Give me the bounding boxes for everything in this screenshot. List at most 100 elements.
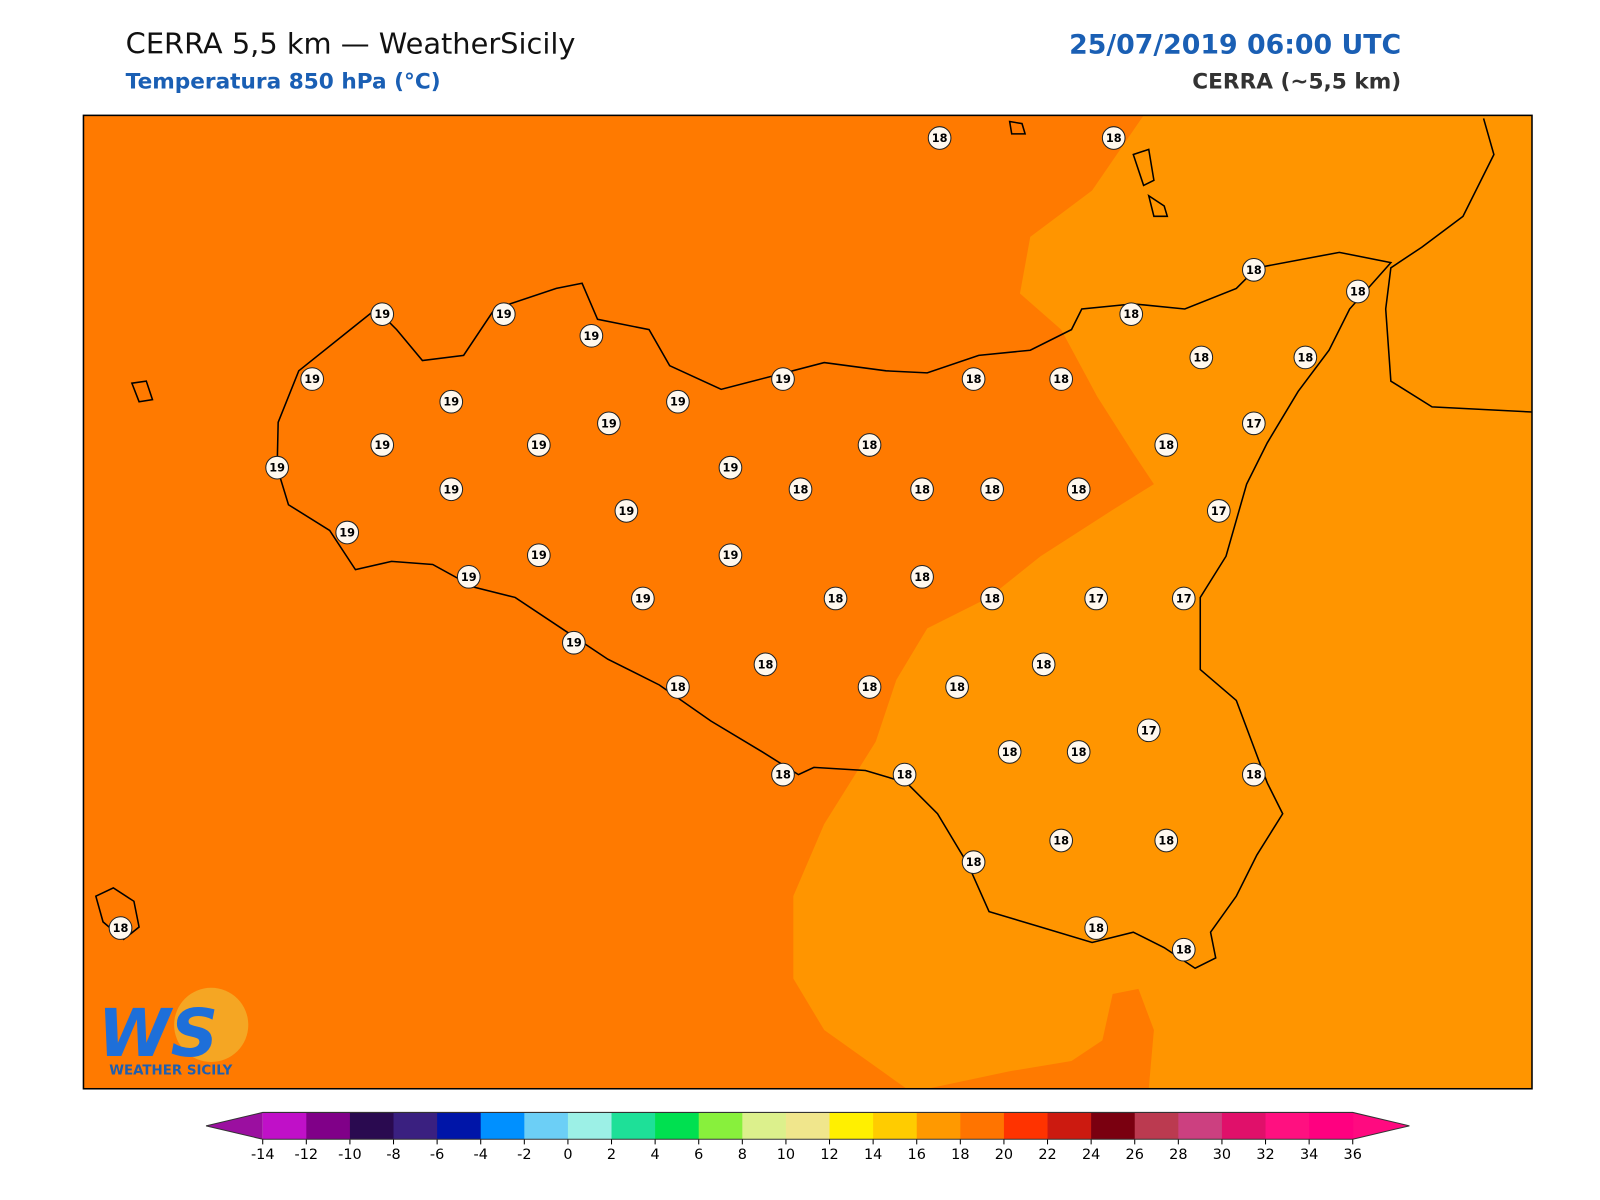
point-value: 19: [374, 307, 390, 321]
point-marker: [1154, 828, 1179, 853]
field-warm-band: [793, 115, 1533, 1089]
point-marker: [370, 302, 395, 327]
colorbar-segment: [262, 1112, 307, 1140]
colorbar-tick-label: 16: [908, 1147, 926, 1163]
point-marker: [1084, 586, 1109, 611]
point-value: 19: [531, 548, 547, 562]
colorbar-tick-label: 18: [951, 1147, 969, 1163]
point-marker: [666, 389, 690, 414]
point-marker: [1241, 411, 1266, 436]
logo-mark: WS: [98, 995, 218, 1072]
point-value: 18: [1297, 350, 1313, 364]
logo-text: WEATHER SICILY: [109, 1063, 232, 1078]
colorbar-tick-label: 36: [1344, 1147, 1362, 1163]
point-marker: [788, 477, 813, 502]
point-value: 19: [723, 548, 739, 562]
point-value: 18: [1158, 438, 1174, 452]
point-value: 19: [374, 438, 390, 452]
point-marker: [980, 586, 1004, 611]
point-value: 19: [496, 307, 512, 321]
colorbar-segment: [916, 1112, 961, 1140]
colorbar-segment: [1091, 1112, 1136, 1140]
point-value: 18: [1176, 943, 1192, 957]
point-marker: [997, 740, 1022, 764]
model-label: CERRA (~5,5 km): [1192, 70, 1401, 95]
colorbar-segment: [873, 1112, 918, 1140]
point-marker: [1136, 718, 1161, 743]
point-value: 19: [635, 591, 651, 605]
point-value: 18: [1053, 372, 1069, 386]
point-value: 18: [775, 768, 791, 782]
point-marker: [945, 675, 969, 699]
point-value: 18: [966, 372, 982, 386]
point-marker: [961, 367, 986, 391]
point-value: 18: [949, 680, 965, 694]
point-value: 19: [601, 416, 617, 430]
point-value: 19: [670, 395, 686, 409]
point-value: 18: [862, 680, 878, 694]
point-value: 17: [1246, 416, 1262, 430]
logo: WS WEATHER SICILY: [98, 987, 249, 1078]
colorbar-tick-label: 32: [1256, 1147, 1274, 1163]
point-value: 19: [566, 636, 582, 650]
colorbar-tick-label: 2: [607, 1147, 616, 1163]
colorbar-outline: [205, 1111, 1410, 1140]
point-marker: [439, 389, 464, 414]
point-value: 19: [339, 526, 355, 540]
colorbar-segment: [1221, 1112, 1267, 1140]
point-value: 18: [793, 482, 809, 496]
point-value: 18: [1036, 657, 1052, 671]
point-marker: [1066, 477, 1091, 502]
point-value: 19: [461, 570, 477, 584]
islands: [94, 120, 1169, 941]
colorbar-segment: [655, 1112, 700, 1140]
point-marker: [857, 433, 882, 457]
point-marker: [1031, 652, 1056, 677]
point-value: 18: [758, 657, 774, 671]
point-value: 18: [914, 570, 930, 584]
colorbar-tick-label: 28: [1169, 1147, 1187, 1163]
colorbar-over: [1352, 1112, 1410, 1140]
point-value: 18: [984, 482, 1000, 496]
colorbar-tick-label: 30: [1213, 1147, 1231, 1163]
point-value: 18: [932, 131, 948, 145]
point-marker: [370, 433, 395, 457]
point-value: 18: [1071, 745, 1087, 759]
colorbar-segment: [611, 1112, 656, 1140]
map-frame: [82, 114, 1533, 1090]
colorbar-tick-label: 10: [777, 1147, 795, 1163]
colorbar-tick-label: 6: [694, 1147, 703, 1163]
colorbar-segment: [1309, 1112, 1354, 1140]
point-labels: 18 18 19 19 19 18 18 18 19 19 19 19 18 18 18 18 19 19 19 18…: [108, 126, 1370, 962]
colorbar-segment: [524, 1112, 569, 1140]
colorbar-tick-label: 14: [864, 1147, 882, 1163]
point-value: 18: [1106, 131, 1122, 145]
point-marker: [753, 652, 778, 677]
colorbar-segment: [1265, 1112, 1310, 1140]
colorbar-segment: [1178, 1112, 1223, 1140]
point-value: 19: [443, 395, 459, 409]
colorbar-tick-label: -4: [474, 1147, 488, 1163]
point-marker: [666, 675, 690, 699]
point-marker: [718, 543, 743, 568]
colorbar-tick-label: 12: [820, 1147, 838, 1163]
colorbar-segment: [349, 1112, 395, 1140]
point-marker: [1154, 433, 1179, 457]
point-marker: [823, 586, 848, 611]
colorbar-segment: [960, 1112, 1005, 1140]
point-value: 19: [304, 372, 320, 386]
point-marker: [1101, 126, 1126, 150]
colorbar-segment: [742, 1112, 787, 1140]
colorbar-segment: [393, 1112, 438, 1140]
colorbar-tick-label: -12: [295, 1147, 319, 1163]
colorbar-under: [206, 1112, 263, 1140]
point-value: 19: [619, 504, 635, 518]
point-marker: [335, 520, 360, 545]
colorbar-tick-label: 0: [563, 1147, 572, 1163]
point-marker: [1049, 828, 1074, 853]
title: CERRA 5,5 km — WeatherSicily: [126, 27, 576, 61]
colorbar-segment: [437, 1112, 482, 1140]
point-value: 19: [723, 461, 739, 475]
colorbar-tick-label: 26: [1126, 1147, 1144, 1163]
point-marker: [1241, 762, 1266, 787]
